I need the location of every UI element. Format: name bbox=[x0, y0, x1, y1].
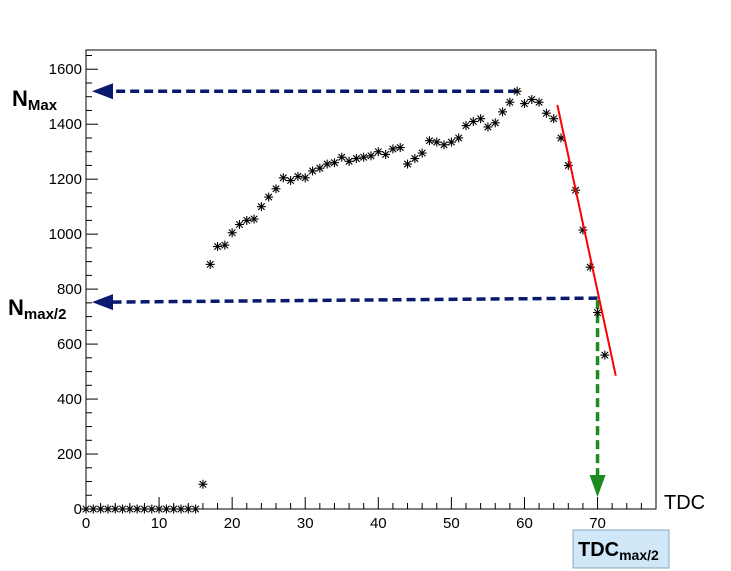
data-point bbox=[308, 166, 318, 176]
x-tick-label: 70 bbox=[589, 515, 606, 532]
data-point bbox=[424, 136, 434, 146]
y-tick-label: 400 bbox=[57, 391, 82, 408]
data-point bbox=[373, 147, 383, 157]
data-point bbox=[395, 143, 405, 153]
data-point bbox=[278, 173, 288, 183]
data-point bbox=[439, 140, 449, 150]
x-tick-label: 0 bbox=[82, 515, 90, 532]
fit-line bbox=[556, 104, 617, 376]
data-point bbox=[461, 121, 471, 131]
y-tick-label: 600 bbox=[57, 336, 82, 353]
data-point bbox=[512, 86, 522, 96]
n-half-dashed-line bbox=[109, 296, 598, 304]
data-point bbox=[549, 114, 559, 124]
x-tick-label: 20 bbox=[224, 515, 241, 532]
data-point bbox=[329, 158, 339, 168]
data-point bbox=[256, 202, 266, 212]
data-point bbox=[578, 225, 588, 235]
data-point bbox=[286, 176, 296, 186]
tdc-half-label: TDCmax/2 bbox=[578, 539, 659, 563]
data-point bbox=[249, 214, 259, 224]
data-point bbox=[322, 159, 332, 169]
data-point bbox=[88, 504, 98, 514]
data-point bbox=[205, 259, 215, 269]
data-point bbox=[483, 122, 493, 132]
data-point bbox=[351, 154, 361, 164]
data-point bbox=[403, 159, 413, 169]
n-max-label: NMax bbox=[12, 86, 58, 114]
data-point bbox=[534, 97, 544, 107]
data-point bbox=[600, 350, 610, 360]
x-tick-label: 60 bbox=[516, 515, 533, 532]
data-point bbox=[191, 504, 201, 514]
n-half-arrowhead bbox=[92, 294, 113, 311]
data-point bbox=[81, 504, 91, 514]
data-point bbox=[490, 118, 500, 128]
y-tick-label: 800 bbox=[57, 281, 82, 298]
data-point bbox=[541, 108, 551, 118]
data-point bbox=[300, 173, 310, 183]
data-point bbox=[234, 220, 244, 230]
data-point bbox=[366, 151, 376, 161]
data-point bbox=[337, 152, 347, 162]
tdc-half-label-box bbox=[572, 529, 670, 569]
data-point bbox=[593, 307, 603, 317]
data-point bbox=[468, 116, 478, 126]
data-point bbox=[264, 192, 274, 202]
data-point bbox=[432, 137, 442, 147]
x-tick-label: 40 bbox=[370, 515, 387, 532]
data-point bbox=[417, 148, 427, 158]
data-point bbox=[381, 149, 391, 159]
data-point bbox=[527, 94, 537, 104]
y-tick-label: 0 bbox=[74, 501, 82, 518]
data-point bbox=[198, 479, 208, 489]
x-axis-label: TDC bbox=[664, 492, 705, 514]
data-point bbox=[213, 242, 223, 252]
data-point bbox=[359, 152, 369, 162]
data-point bbox=[271, 184, 281, 194]
data-point bbox=[476, 114, 486, 124]
data-point bbox=[344, 156, 354, 166]
data-point bbox=[227, 228, 237, 238]
data-point bbox=[293, 171, 303, 181]
tdc-half-arrowhead bbox=[589, 475, 606, 497]
x-tick-label: 10 bbox=[151, 515, 168, 532]
data-point bbox=[519, 99, 529, 109]
data-point bbox=[242, 215, 252, 225]
data-point bbox=[446, 137, 456, 147]
y-tick-label: 1400 bbox=[49, 116, 82, 133]
x-tick-label: 30 bbox=[297, 515, 314, 532]
data-point bbox=[505, 97, 515, 107]
n-half-label: Nmax/2 bbox=[8, 295, 66, 323]
data-point bbox=[388, 144, 398, 154]
plot-frame bbox=[85, 49, 657, 510]
n-max-arrowhead bbox=[92, 83, 113, 100]
y-tick-label: 1000 bbox=[49, 226, 82, 243]
data-point bbox=[498, 107, 508, 117]
y-tick-label: 1200 bbox=[49, 171, 82, 188]
y-tick-label: 1600 bbox=[49, 61, 82, 78]
data-point bbox=[315, 163, 325, 173]
x-tick-label: 50 bbox=[443, 515, 460, 532]
data-point bbox=[454, 133, 464, 143]
y-tick-label: 200 bbox=[57, 446, 82, 463]
data-point bbox=[410, 154, 420, 164]
data-point bbox=[220, 240, 230, 250]
